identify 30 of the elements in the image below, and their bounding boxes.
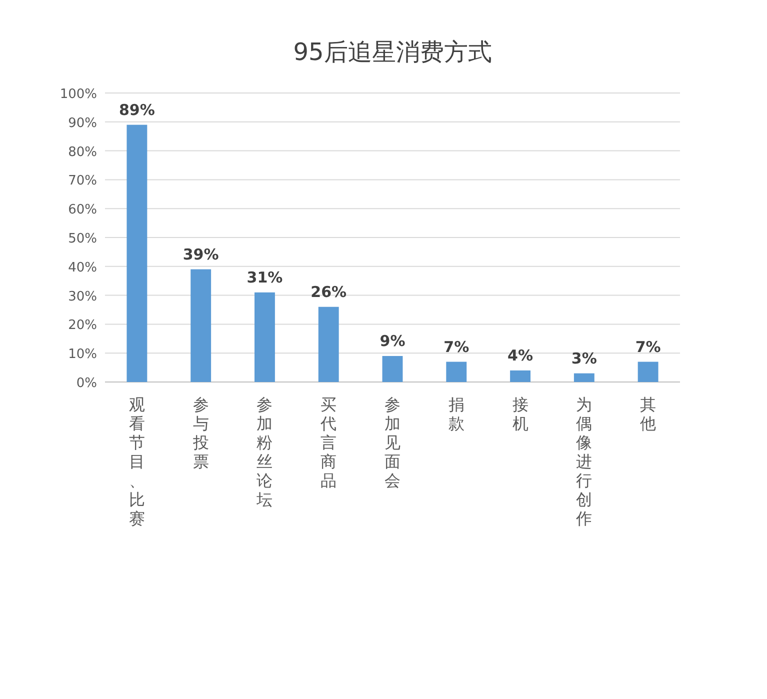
y-tick-label: 100% — [60, 87, 97, 102]
y-tick-label: 70% — [68, 174, 97, 189]
y-tick-label: 50% — [68, 232, 97, 246]
y-tick-label: 0% — [76, 376, 97, 391]
y-tick-label: 60% — [68, 202, 97, 218]
y-tick-label: 90% — [68, 116, 97, 131]
x-tick-label: 捐款 — [448, 395, 464, 433]
x-tick-label: 观看节目、比赛 — [128, 395, 145, 528]
y-tick-label: 40% — [68, 260, 97, 276]
y-tick-label: 10% — [68, 347, 97, 362]
x-tick-label: 参加粉丝论坛 — [256, 395, 273, 509]
y-tick-label: 30% — [68, 289, 97, 304]
data-label: 7% — [444, 338, 470, 356]
data-label: 89% — [118, 100, 155, 119]
data-label: 39% — [182, 245, 219, 264]
title: 95后追星消费方式 — [293, 38, 492, 66]
data-label: 9% — [380, 332, 406, 350]
data-label: 3% — [571, 349, 597, 368]
x-tick-label: 参加见面会 — [384, 395, 400, 490]
x-tick-label: 参与投票 — [192, 395, 209, 471]
x-tick-label: 为偶像进行创作 — [575, 395, 592, 528]
x-tick-label: 买代言商品 — [320, 395, 337, 490]
y-tick-label: 80% — [68, 144, 97, 160]
data-label: 7% — [635, 338, 661, 356]
data-label: 26% — [310, 282, 347, 301]
data-label: 4% — [508, 346, 534, 364]
x-tick-label: 接机 — [512, 395, 528, 433]
x-tick-label: 其他 — [640, 395, 656, 433]
data-label: 31% — [246, 268, 283, 286]
y-tick-label: 20% — [68, 318, 97, 334]
